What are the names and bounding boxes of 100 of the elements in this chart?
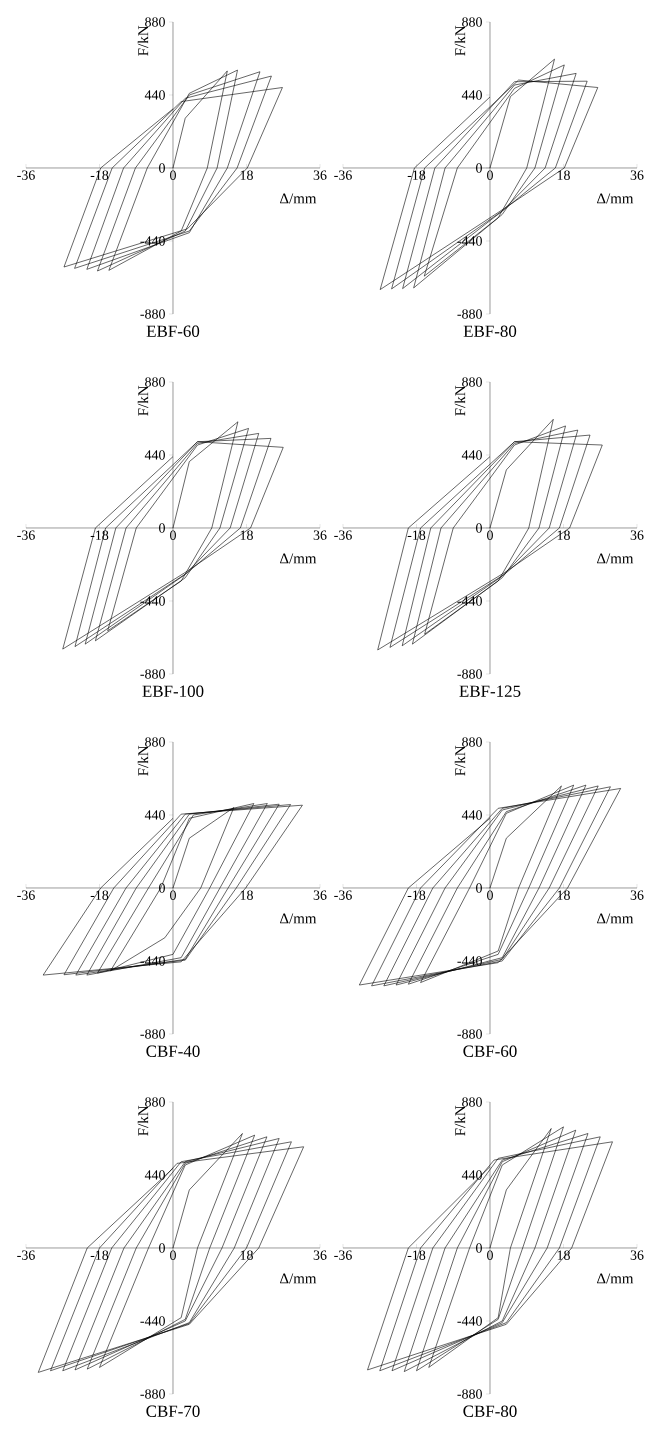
x-tick-label: 18 — [557, 530, 570, 540]
text: EBF-125 — [459, 685, 521, 697]
x-tick-label: 36 — [313, 890, 327, 900]
x-tick-label: 18 — [240, 530, 253, 540]
x-tick-label: 18 — [557, 170, 570, 180]
y-tick-label: 880 — [462, 1097, 482, 1107]
y-tick-label: 0 — [159, 163, 165, 173]
x-tick-label: -18 — [90, 1250, 109, 1260]
x-tick-label: -18 — [407, 890, 426, 900]
x-tick-label: -18 — [90, 890, 109, 900]
x-tick-label: 36 — [630, 530, 644, 540]
y-tick-label: 880 — [462, 737, 482, 747]
y-axis-title: F/kN — [454, 385, 466, 416]
x-tick-label: 0 — [487, 530, 493, 540]
x-tick-label: -36 — [334, 1250, 352, 1260]
text: CBF-60 — [463, 1045, 517, 1057]
y-axis-title: F/kN — [137, 745, 149, 776]
y-tick-label: -880 — [140, 669, 165, 679]
y-tick-label: 880 — [145, 737, 165, 747]
y-axis-title: F/kN — [137, 385, 149, 416]
y-tick-label: 880 — [462, 377, 482, 387]
x-axis-title: Δ/mm — [597, 553, 634, 564]
y-tick-label: -880 — [140, 1389, 165, 1399]
y-tick-label: 440 — [144, 450, 165, 460]
y-tick-label: 440 — [144, 90, 165, 100]
y-tick-label: 440 — [144, 810, 165, 820]
y-tick-label: 0 — [159, 883, 165, 893]
x-tick-label: 18 — [557, 1250, 570, 1260]
x-axis-title: Δ/mm — [597, 913, 634, 924]
y-tick-label: -880 — [457, 1029, 482, 1039]
x-tick-label: 0 — [170, 530, 176, 540]
x-tick-label: 36 — [313, 170, 327, 180]
x-tick-label: 36 — [313, 1250, 327, 1260]
y-tick-label: -880 — [140, 309, 165, 319]
text: CBF-80 — [463, 1405, 517, 1417]
x-tick-label: -18 — [407, 170, 426, 180]
text: EBF-100 — [142, 685, 204, 697]
x-tick-label: -36 — [334, 170, 352, 180]
y-axis-title: F/kN — [454, 1105, 466, 1136]
y-axis-title: F/kN — [137, 1105, 149, 1136]
x-tick-label: 0 — [170, 890, 176, 900]
y-tick-label: -440 — [140, 1316, 165, 1326]
y-axis-title: F/kN — [454, 745, 466, 776]
x-axis-title: Δ/mm — [280, 553, 317, 564]
x-axis-title: Δ/mm — [280, 1273, 317, 1284]
y-tick-label: 440 — [461, 1170, 482, 1180]
x-tick-label: -18 — [90, 530, 109, 540]
x-tick-label: 0 — [487, 890, 493, 900]
x-tick-label: 36 — [630, 1250, 644, 1260]
y-tick-label: 880 — [145, 377, 165, 387]
y-tick-label: 880 — [145, 17, 165, 27]
y-tick-label: -440 — [457, 956, 482, 966]
y-tick-label: -880 — [457, 1389, 482, 1399]
x-tick-label: 18 — [557, 890, 570, 900]
x-tick-label: -36 — [334, 890, 352, 900]
y-tick-label: 0 — [159, 1243, 165, 1253]
x-tick-label: -36 — [17, 170, 35, 180]
x-tick-label: 36 — [630, 170, 644, 180]
x-tick-label: -18 — [90, 170, 109, 180]
y-tick-label: 0 — [476, 1243, 482, 1253]
y-tick-label: -880 — [140, 1029, 165, 1039]
text: EBF-60 — [146, 325, 200, 337]
y-tick-label: 0 — [476, 523, 482, 533]
x-tick-label: 18 — [240, 1250, 253, 1260]
y-tick-label: 440 — [461, 90, 482, 100]
y-tick-label: 0 — [159, 523, 165, 533]
x-axis-title: Δ/mm — [280, 913, 317, 924]
x-tick-label: -36 — [17, 890, 35, 900]
text: CBF-40 — [146, 1045, 200, 1057]
x-tick-label: -18 — [407, 1250, 426, 1260]
y-axis-title: F/kN — [137, 25, 149, 56]
y-tick-label: 880 — [145, 1097, 165, 1107]
x-tick-label: -36 — [334, 530, 352, 540]
y-tick-label: 0 — [476, 883, 482, 893]
y-tick-label: 440 — [461, 450, 482, 460]
y-tick-label: -440 — [140, 236, 165, 246]
x-tick-label: 18 — [240, 890, 253, 900]
y-tick-label: -440 — [457, 236, 482, 246]
y-tick-label: -880 — [457, 309, 482, 319]
x-axis-title: Δ/mm — [597, 193, 634, 204]
y-tick-label: 880 — [462, 17, 482, 27]
y-tick-label: -440 — [140, 956, 165, 966]
x-tick-label: 0 — [170, 1250, 176, 1260]
y-tick-label: 440 — [461, 810, 482, 820]
y-tick-label: -880 — [457, 669, 482, 679]
y-tick-label: -440 — [457, 1316, 482, 1326]
x-tick-label: 18 — [240, 170, 253, 180]
x-tick-label: 0 — [170, 170, 176, 180]
x-tick-label: 0 — [487, 1250, 493, 1260]
y-axis-title: F/kN — [454, 25, 466, 56]
x-axis-title: Δ/mm — [597, 1273, 634, 1284]
x-tick-label: -36 — [17, 1250, 35, 1260]
text: CBF-70 — [146, 1405, 200, 1417]
x-tick-label: 36 — [630, 890, 644, 900]
x-tick-label: -18 — [407, 530, 426, 540]
text: EBF-80 — [463, 325, 517, 337]
x-tick-label: 36 — [313, 530, 327, 540]
x-tick-label: -36 — [17, 530, 35, 540]
x-axis-title: Δ/mm — [280, 193, 317, 204]
y-tick-label: 0 — [476, 163, 482, 173]
